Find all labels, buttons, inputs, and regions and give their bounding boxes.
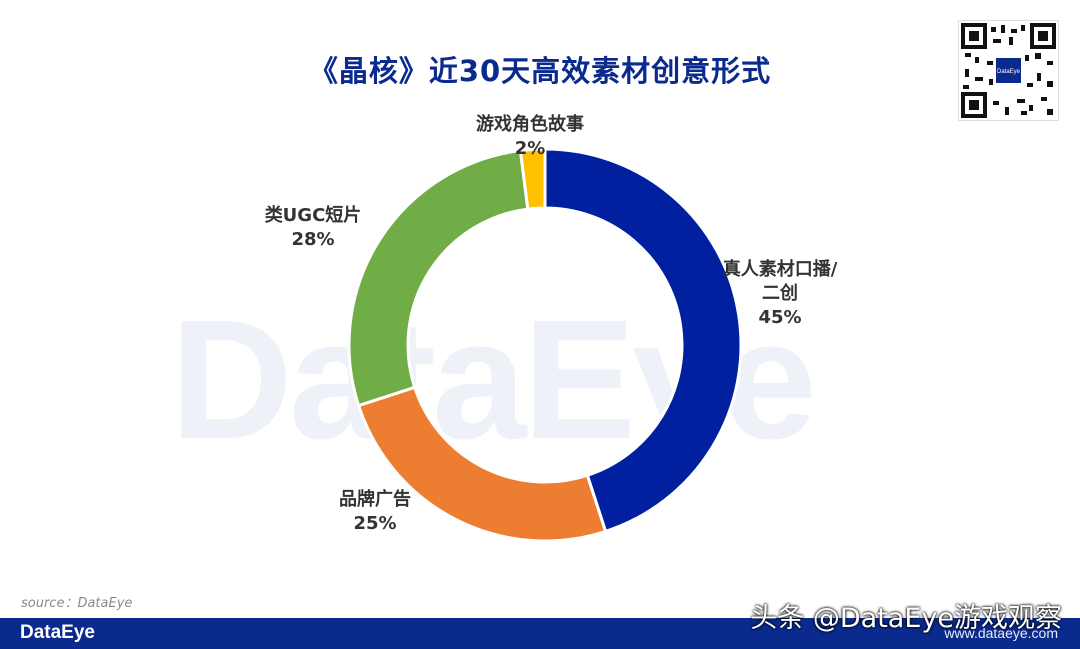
- slice-label: 真人素材口播/二创 45%: [700, 258, 860, 330]
- slice-label-percent: 2%: [514, 138, 546, 159]
- slice-label-name: 真人素材口播/: [722, 259, 838, 280]
- donut-slice: [543, 147, 743, 534]
- slice-label-percent: 45%: [758, 307, 802, 328]
- source-note: source：DataEye: [21, 596, 133, 611]
- slice-label-name: 类UGC短片: [264, 205, 362, 226]
- slice-label: 品牌广告 25%: [295, 488, 455, 536]
- slice-label-name: 游戏角色故事: [476, 114, 584, 135]
- slice-label: 类UGC短片 28%: [233, 204, 393, 252]
- svg-text:DataEye: DataEye: [997, 69, 1021, 75]
- slice-label-name: 品牌广告: [339, 489, 411, 510]
- chart-title: 《晶核》近30天高效素材创意形式: [308, 54, 772, 88]
- slice-label-name: 二创: [762, 283, 798, 304]
- donut-slice: [518, 147, 547, 211]
- source-credit: 头条 @DataEye游戏观察: [750, 603, 1062, 634]
- slice-label-percent: 25%: [353, 513, 397, 534]
- footer-bar: DataEye www.dataeye.com: [0, 618, 1080, 649]
- slice-label-percent: 28%: [291, 229, 335, 250]
- footer-logo: DataEye: [20, 622, 95, 643]
- footer-website[interactable]: www.dataeye.com: [944, 625, 1058, 641]
- slice-label: 游戏角色故事 2%: [450, 113, 610, 161]
- donut-slice: [347, 148, 530, 408]
- qr-code[interactable]: DataEye: [958, 20, 1059, 121]
